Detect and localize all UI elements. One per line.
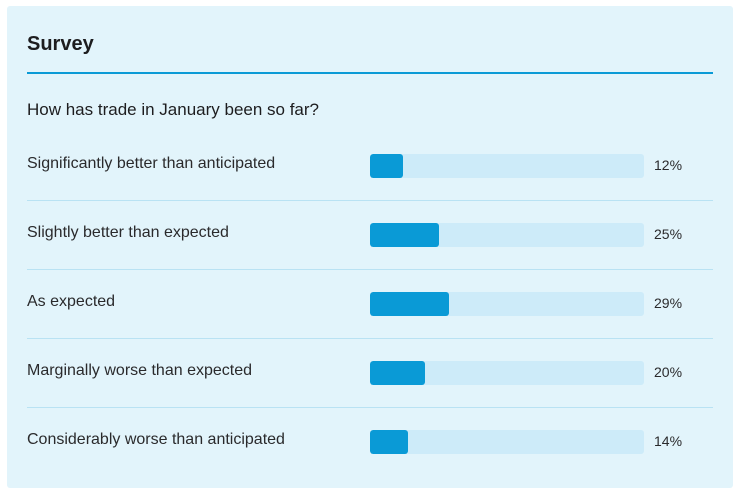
result-bar-track bbox=[370, 361, 644, 385]
survey-question: How has trade in January been so far? bbox=[27, 100, 320, 119]
option-percent: 20% bbox=[654, 364, 683, 380]
option-label: Marginally worse than expected bbox=[27, 362, 253, 379]
result-bar-track bbox=[370, 223, 644, 247]
result-bar-fill bbox=[370, 292, 450, 316]
survey-options: Significantly better than anticipated 12… bbox=[27, 132, 713, 477]
option-percent: 29% bbox=[654, 295, 683, 311]
survey-option[interactable]: Considerably worse than anticipated 14% bbox=[27, 408, 713, 477]
survey-option[interactable]: Significantly better than anticipated 12… bbox=[27, 132, 713, 201]
result-bar-fill bbox=[370, 430, 409, 454]
result-bar-fill bbox=[370, 361, 425, 385]
option-label: Significantly better than anticipated bbox=[27, 155, 276, 172]
title-divider bbox=[27, 72, 713, 74]
result-bar-track bbox=[370, 292, 644, 316]
option-label: Considerably worse than anticipated bbox=[27, 431, 285, 448]
survey-option[interactable]: Marginally worse than expected 20% bbox=[27, 339, 713, 408]
result-bar-fill bbox=[370, 223, 439, 247]
option-percent: 14% bbox=[654, 433, 683, 449]
survey-title: Survey bbox=[27, 33, 94, 55]
option-label: As expected bbox=[27, 293, 116, 310]
survey-option[interactable]: As expected 29% bbox=[27, 270, 713, 339]
option-label: Slightly better than expected bbox=[27, 224, 229, 241]
option-percent: 25% bbox=[654, 226, 683, 242]
result-bar-track bbox=[370, 154, 644, 178]
option-percent: 12% bbox=[654, 157, 683, 173]
survey-card: Survey How has trade in January been so … bbox=[7, 6, 733, 488]
result-bar-track bbox=[370, 430, 644, 454]
result-bar-fill bbox=[370, 154, 403, 178]
survey-option[interactable]: Slightly better than expected 25% bbox=[27, 201, 713, 270]
